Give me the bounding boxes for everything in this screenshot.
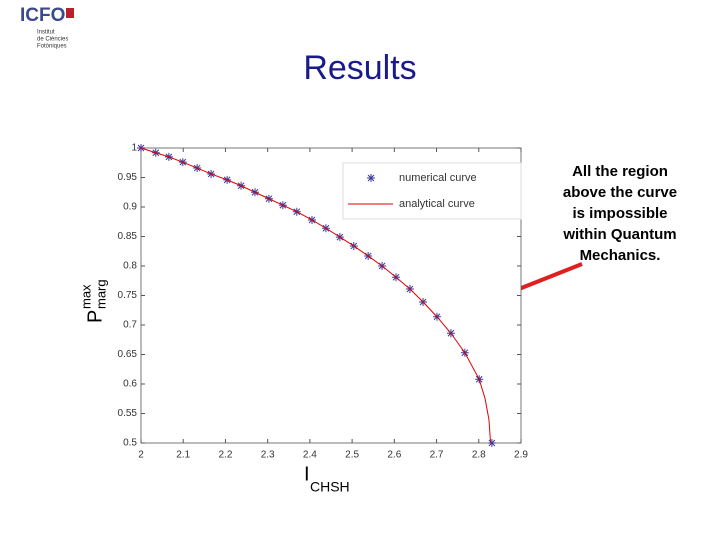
y-tick-label: 0.75 xyxy=(118,290,138,301)
x-tick-label: 2 xyxy=(138,450,144,461)
annotation-line: Mechanics. xyxy=(580,247,661,264)
annotation-line: above the curve xyxy=(563,184,677,201)
logo-name: ICFO xyxy=(20,5,65,26)
x-axis-label: I CHSH xyxy=(304,463,350,494)
legend-label: analytical curve xyxy=(399,198,475,210)
y-tick-label: 1 xyxy=(131,143,137,154)
plot: 2 2.1 2.2 2.3 2.4 2.5 2.6 2.7 2.8 2.9 0.5 0.55 0.6 0.… xyxy=(118,143,529,461)
logo: ICFO Institut de Ciències Fotòniques xyxy=(20,5,74,50)
x-tick-label: 2.8 xyxy=(472,450,486,461)
analytical-line xyxy=(140,147,492,444)
y-tick-label: 0.5 xyxy=(123,438,137,449)
slide-title: Results xyxy=(303,49,416,87)
star-marker xyxy=(487,439,496,447)
y-tick-label: 0.95 xyxy=(118,172,138,183)
x-tick-label: 2.9 xyxy=(514,450,528,461)
y-tick-label: 0.9 xyxy=(123,202,137,213)
y-tick-label: 0.55 xyxy=(118,408,138,419)
annotation-line: is impossible xyxy=(572,205,667,222)
y-label-sub: marg xyxy=(93,279,108,309)
y-tick-label: 0.85 xyxy=(118,231,138,242)
x-label-base: I xyxy=(304,463,310,485)
x-tick-label: 2.5 xyxy=(345,450,359,461)
x-tick-label: 2.1 xyxy=(176,450,190,461)
x-tick-label: 2.2 xyxy=(218,450,232,461)
x-label-sub: CHSH xyxy=(310,479,350,495)
y-label-sup: max xyxy=(78,284,93,309)
star-marker xyxy=(367,174,375,182)
y-tick-label: 0.65 xyxy=(118,349,138,360)
y-tick-label: 0.8 xyxy=(123,261,137,272)
annotation-line: within Quantum xyxy=(562,226,676,243)
y-label-base: P xyxy=(84,310,106,323)
y-axis-label: P max marg xyxy=(78,279,108,323)
annotation: All the region above the curve is impossib… xyxy=(562,163,677,264)
x-tick-label: 2.6 xyxy=(387,450,401,461)
logo-line: Institut xyxy=(37,30,55,36)
legend-label: numerical curve xyxy=(399,172,477,184)
logo-line: Fotòniques xyxy=(37,44,67,50)
x-tick-label: 2.3 xyxy=(261,450,275,461)
logo-mark xyxy=(66,8,74,18)
legend-box xyxy=(342,162,522,220)
x-tick-label: 2.4 xyxy=(303,450,317,461)
y-tick-label: 0.7 xyxy=(123,320,137,331)
legend: numerical curve analytical curve xyxy=(342,162,522,220)
logo-line: de Ciències xyxy=(37,37,68,43)
x-tick-label: 2.7 xyxy=(430,450,444,461)
annotation-line: All the region xyxy=(572,163,668,180)
y-tick-label: 0.6 xyxy=(123,379,137,390)
